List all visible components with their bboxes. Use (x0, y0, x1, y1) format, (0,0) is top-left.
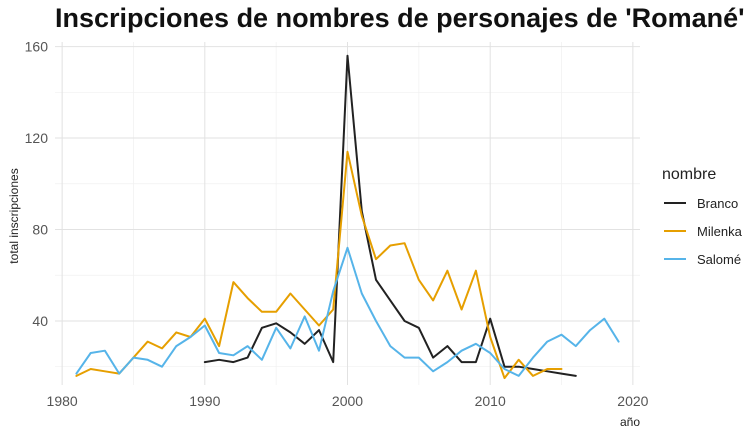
legend-label: Branco (697, 196, 738, 211)
y-axis-label: total inscripciones (7, 168, 21, 263)
x-tick-label: 2000 (332, 393, 363, 409)
series-line-salome (75, 246, 620, 377)
legend-label: Milenka (697, 224, 743, 239)
chart-title: Inscripciones de nombres de personajes d… (55, 3, 745, 33)
x-tick-label: 1980 (47, 393, 78, 409)
x-tick-label: 2020 (617, 393, 648, 409)
legend-label: Salomé (697, 252, 741, 267)
y-tick-label: 160 (25, 39, 49, 55)
x-axis-ticks: 1980 1990 2000 2010 2020 (47, 393, 649, 409)
y-tick-label: 120 (25, 130, 49, 146)
x-axis-label: año (620, 415, 640, 429)
series-line-branco (203, 54, 577, 377)
y-tick-label: 80 (32, 222, 48, 238)
y-axis-ticks: 40 80 120 160 (25, 39, 49, 329)
x-tick-label: 1990 (189, 393, 220, 409)
legend: nombre Branco Milenka Salomé (662, 166, 743, 267)
chart-series (75, 54, 620, 380)
legend-title: nombre (662, 166, 716, 183)
x-tick-label: 2010 (475, 393, 506, 409)
chart-grid (55, 42, 640, 385)
series-line-milenka (75, 150, 563, 380)
y-tick-label: 40 (32, 313, 48, 329)
